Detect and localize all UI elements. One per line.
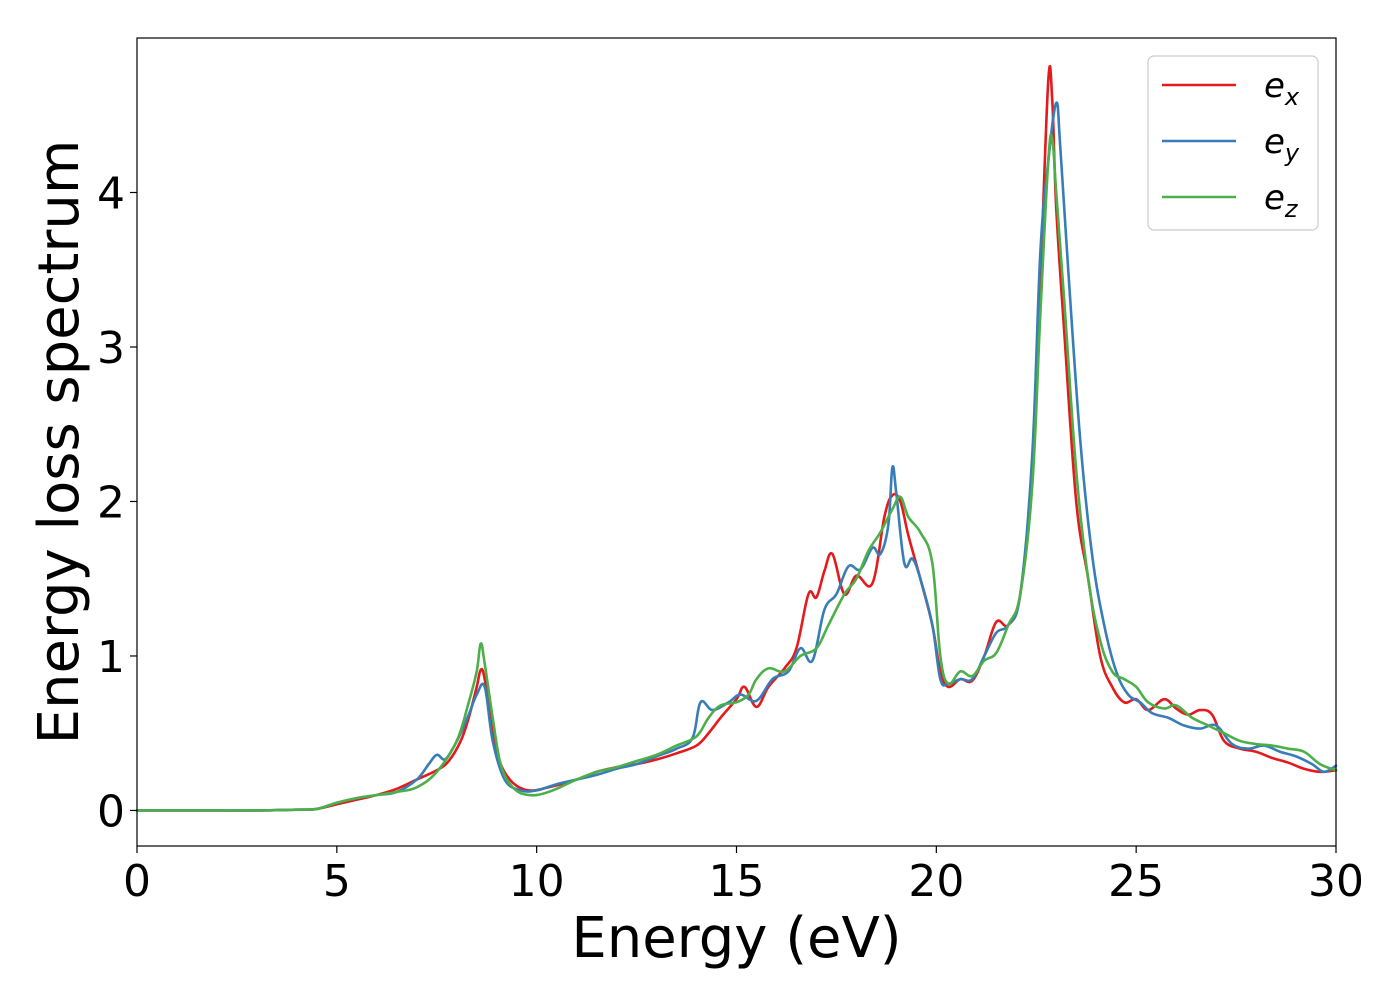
- y-tick-label: 0: [97, 786, 125, 837]
- x-tick-label: 20: [908, 856, 964, 907]
- x-tick-label: 10: [509, 856, 565, 907]
- y-tick-label: 1: [97, 632, 125, 683]
- x-tick-label: 30: [1308, 856, 1364, 907]
- series-layer: [135, 64, 1338, 812]
- legend: ex ey ez: [1147, 55, 1319, 231]
- legend-label-y: ey: [1264, 122, 1300, 167]
- x-axis-label: Energy (eV): [571, 906, 901, 971]
- series-line-z: [135, 133, 1338, 812]
- legend-label-z: ez: [1264, 178, 1299, 223]
- y-axis: 0 1 2 3 4: [97, 168, 137, 837]
- legend-box: [1147, 55, 1319, 231]
- y-tick-label: 2: [97, 477, 125, 528]
- y-axis-label: Energy loss spectrum: [27, 140, 92, 745]
- x-tick-label: 0: [123, 856, 151, 907]
- y-tick-label: 3: [97, 323, 125, 374]
- y-tick-label: 4: [97, 168, 125, 219]
- x-tick-label: 15: [709, 856, 765, 907]
- x-tick-label: 5: [323, 856, 351, 907]
- x-axis: 0 5 10 15 20 25 30: [123, 846, 1364, 907]
- legend-label-x: ex: [1264, 66, 1300, 111]
- x-tick-label: 25: [1108, 856, 1164, 907]
